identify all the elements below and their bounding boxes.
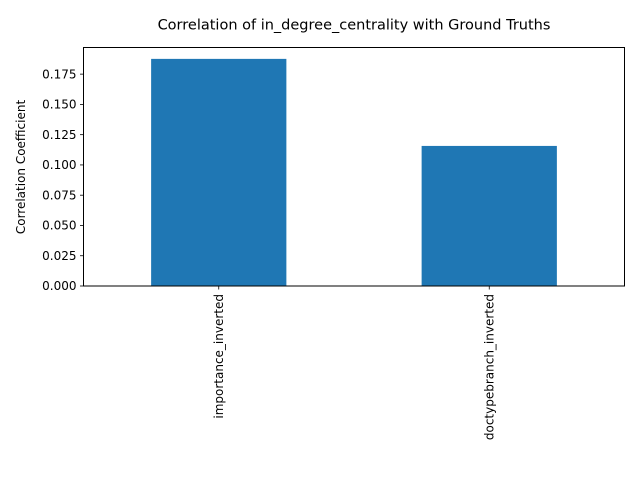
bars-group: [151, 58, 557, 286]
plot-frame: [83, 47, 625, 287]
y-tick-label: 0.050: [42, 219, 76, 233]
y-axis-title: Correlation Coefficient: [14, 100, 28, 235]
chart-title: Correlation of in_degree_centrality with…: [158, 18, 551, 34]
y-axis: 0.000 0.025 0.050 0.075 0.100 0.125 0.150 0.175: [42, 67, 84, 293]
x-tick-label: doctypebranch_inverted: [482, 294, 496, 440]
y-tick-label: 0.075: [42, 188, 76, 202]
y-tick-label: 0.150: [42, 98, 76, 112]
y-tick-label: 0.175: [42, 67, 76, 81]
x-axis: importance_inverted doctypebranch_inverte…: [212, 286, 496, 440]
x-tick-label: importance_inverted: [212, 294, 226, 419]
y-tick-label: 0.100: [42, 158, 76, 172]
bar-doctypebranch_inverted: [421, 145, 557, 286]
bar-importance_inverted: [151, 58, 287, 286]
y-tick-label: 0.000: [42, 279, 76, 293]
y-tick-label: 0.025: [42, 249, 76, 263]
y-tick-label: 0.125: [42, 128, 76, 142]
